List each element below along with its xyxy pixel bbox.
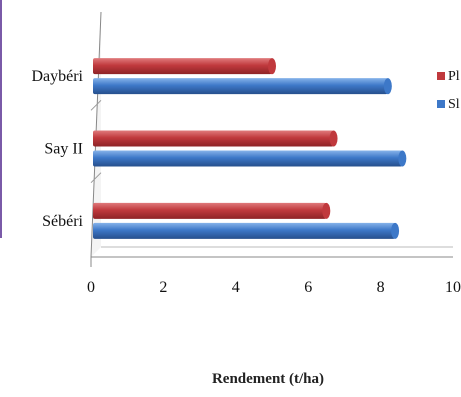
category-divider (90, 99, 102, 111)
bar-sl-1 (93, 150, 407, 167)
bar-body (93, 58, 272, 75)
bar-body (93, 78, 388, 95)
bar-body (93, 202, 327, 219)
left-border-accent (0, 0, 2, 238)
bar-pl-2 (93, 202, 331, 219)
gridlines (90, 99, 102, 184)
bar-body (93, 222, 396, 239)
bar-body (93, 130, 334, 147)
bar-end-cap (322, 202, 331, 219)
x-axis-labels: 0 2 4 6 8 10 (87, 279, 461, 296)
y-axis-labels: Daybéri Say II Sébéri (31, 68, 83, 230)
legend-swatch (437, 72, 445, 80)
legend-label: Pl (448, 69, 460, 84)
x-tick-label: 4 (232, 279, 240, 296)
bar-pl-0 (93, 58, 276, 75)
category-divider (90, 172, 102, 184)
y-tick-label: Daybéri (31, 68, 83, 85)
bar-end-cap (329, 130, 338, 147)
x-tick-label: 8 (377, 279, 385, 296)
x-tick-label: 0 (87, 279, 95, 296)
legend-label: Sl (448, 97, 460, 112)
x-tick-label: 2 (159, 279, 167, 296)
y-tick-label: Say II (44, 141, 83, 158)
bar-end-cap (383, 78, 392, 95)
legend-item-pl: Pl (437, 69, 460, 84)
y-tick-label: Sébéri (42, 213, 83, 230)
bar-end-cap (391, 222, 400, 239)
legend-swatch (437, 100, 445, 108)
bar-sl-0 (93, 78, 392, 95)
x-tick-label: 6 (304, 279, 312, 296)
legend-item-sl: Sl (437, 97, 460, 112)
bars (93, 58, 407, 239)
x-tick-label: 10 (445, 279, 461, 296)
bar-body (93, 150, 403, 167)
bar-pl-1 (93, 130, 338, 147)
bar-end-cap (268, 58, 276, 75)
bar-sl-2 (93, 222, 400, 239)
legend: Pl Sl (437, 69, 460, 112)
bar-end-cap (398, 150, 407, 167)
x-axis-title: Rendement (t/ha) (212, 371, 324, 387)
